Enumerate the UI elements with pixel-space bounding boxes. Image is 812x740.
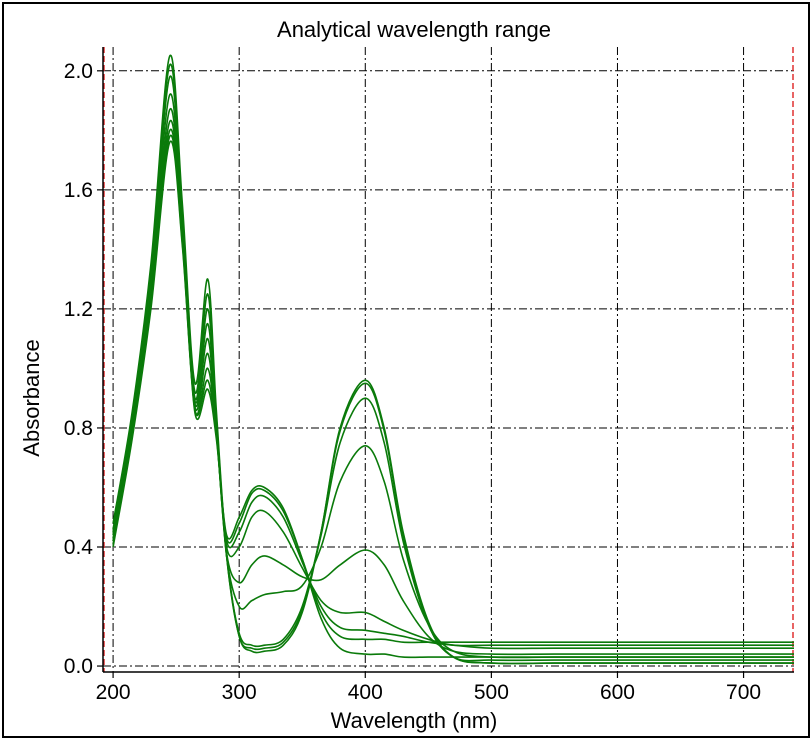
x-tick-label-1: 300 — [222, 681, 257, 704]
y-tick-label-1: 0.4 — [64, 536, 94, 559]
series-group — [112, 54, 794, 665]
axes — [97, 47, 794, 678]
y-tick-label-5: 2.0 — [64, 60, 93, 83]
analytical-range-markers — [103, 47, 794, 672]
spectrum-line-8 — [112, 140, 794, 659]
spectrum-line-3 — [112, 93, 794, 659]
spectrum-line-4 — [112, 108, 794, 656]
plot-area — [103, 47, 794, 672]
y-tick-labels: 0.0 0.4 0.8 1.2 1.6 2.0 — [64, 60, 94, 678]
y-tick-label-2: 0.8 — [64, 417, 93, 440]
x-tick-label-3: 500 — [474, 681, 509, 704]
x-tick-label-2: 400 — [348, 681, 383, 704]
x-axis-label: Wavelength (nm) — [331, 708, 498, 733]
spectrum-line-2 — [112, 75, 794, 662]
chart-title: Analytical wavelength range — [277, 17, 551, 42]
y-axis-label: Absorbance — [19, 339, 44, 456]
x-tick-label-4: 600 — [600, 681, 635, 704]
y-tick-label-0: 0.0 — [64, 655, 93, 678]
x-tick-label-5: 700 — [726, 681, 761, 704]
spectrum-line-6 — [112, 128, 794, 650]
x-tick-labels: 200 300 400 500 600 700 — [96, 681, 762, 704]
y-tick-label-3: 1.2 — [64, 298, 93, 321]
spectrum-line-5 — [112, 119, 794, 647]
y-tick-label-4: 1.6 — [64, 179, 93, 202]
x-tick-label-0: 200 — [96, 681, 131, 704]
spectrum-line-7 — [112, 134, 794, 644]
